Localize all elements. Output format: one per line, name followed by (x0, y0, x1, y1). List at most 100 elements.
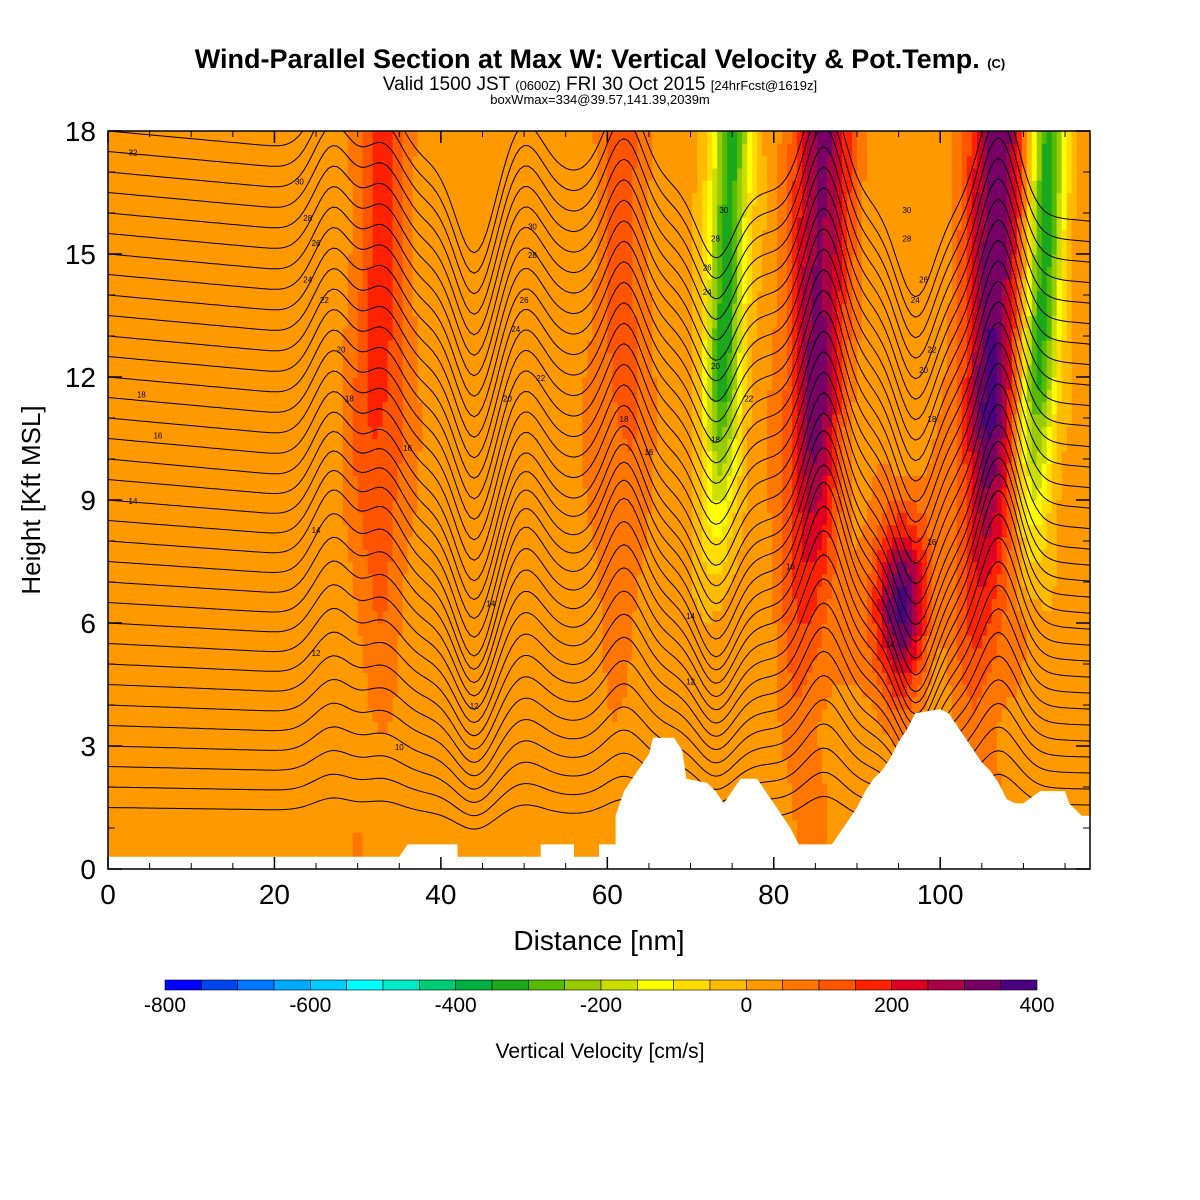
velocity-cell (257, 204, 264, 218)
velocity-cell (257, 450, 264, 464)
velocity-cell (347, 696, 354, 710)
velocity-cell (112, 340, 119, 353)
velocity-cell (377, 758, 384, 772)
velocity-cell (297, 758, 304, 772)
velocity-cell (487, 549, 494, 563)
velocity-cell (227, 290, 234, 304)
velocity-cell (177, 217, 184, 230)
velocity-cell (352, 131, 359, 144)
velocity-cell (407, 672, 414, 686)
velocity-cell (337, 278, 344, 292)
velocity-cell (352, 573, 359, 587)
velocity-cell (282, 635, 289, 649)
velocity-cell (427, 696, 434, 710)
velocity-cell (217, 709, 224, 722)
velocity-cell (167, 438, 174, 452)
velocity-cell (297, 278, 304, 292)
velocity-cell (437, 733, 444, 747)
velocity-cell (132, 524, 139, 538)
velocity-cell (477, 389, 484, 403)
velocity-cell (167, 475, 174, 489)
velocity-cell (292, 758, 299, 772)
velocity-cell (137, 229, 144, 243)
velocity-cell (397, 844, 404, 858)
velocity-cell (522, 807, 529, 821)
velocity-cell (257, 500, 264, 513)
velocity-cell (152, 340, 159, 353)
velocity-cell (392, 217, 399, 230)
velocity-cell (242, 844, 249, 858)
velocity-cell (357, 819, 364, 833)
velocity-cell (127, 844, 134, 858)
velocity-cell (267, 254, 274, 267)
velocity-cell (497, 327, 504, 341)
velocity-cell (287, 389, 294, 403)
velocity-cell (247, 327, 254, 341)
velocity-cell (282, 278, 289, 292)
velocity-cell (507, 438, 514, 452)
velocity-cell (247, 524, 254, 538)
velocity-cell (157, 549, 164, 563)
velocity-cell (127, 536, 134, 550)
velocity-cell (167, 290, 174, 304)
velocity-cell (132, 807, 139, 821)
velocity-cell (247, 131, 254, 144)
velocity-cell (207, 475, 214, 489)
velocity-cell (207, 536, 214, 550)
velocity-cell (282, 709, 289, 722)
velocity-cell (152, 413, 159, 427)
velocity-cell (132, 659, 139, 673)
velocity-cell (417, 635, 424, 649)
velocity-cell (327, 536, 334, 550)
velocity-cell (482, 672, 489, 686)
velocity-cell (332, 278, 339, 292)
velocity-cell (517, 758, 524, 772)
velocity-cell (252, 635, 259, 649)
velocity-cell (402, 610, 409, 624)
velocity-cell (517, 586, 524, 599)
velocity-cell (397, 598, 404, 612)
velocity-cell (472, 549, 479, 563)
velocity-cell (427, 807, 434, 821)
velocity-cell (252, 536, 259, 550)
velocity-cell (142, 782, 149, 796)
velocity-cell (372, 426, 379, 440)
velocity-cell (222, 487, 229, 501)
velocity-cell (357, 635, 364, 649)
velocity-cell (472, 278, 479, 292)
velocity-cell (237, 844, 244, 858)
velocity-cell (312, 450, 319, 464)
velocity-cell (407, 758, 414, 772)
velocity-cell (262, 819, 269, 833)
velocity-cell (232, 561, 239, 575)
velocity-cell (277, 709, 284, 722)
velocity-cell (507, 832, 514, 845)
velocity-cell (282, 340, 289, 353)
velocity-cell (327, 315, 334, 329)
velocity-cell (327, 401, 334, 415)
velocity-cell (237, 401, 244, 415)
velocity-cell (247, 758, 254, 772)
velocity-cell (462, 475, 469, 489)
velocity-cell (112, 758, 119, 772)
velocity-cell (232, 758, 239, 772)
velocity-cell (152, 438, 159, 452)
velocity-cell (447, 389, 454, 403)
velocity-cell (187, 709, 194, 722)
velocity-cell (342, 610, 349, 624)
velocity-cell (352, 647, 359, 661)
velocity-cell (402, 315, 409, 329)
velocity-cell (327, 758, 334, 772)
velocity-cell (337, 377, 344, 390)
velocity-cell (152, 155, 159, 169)
velocity-cell (507, 352, 514, 366)
velocity-cell (487, 844, 494, 858)
velocity-cell (237, 586, 244, 599)
velocity-cell (347, 426, 354, 440)
velocity-cell (372, 463, 379, 476)
velocity-cell (207, 389, 214, 403)
velocity-cell (162, 672, 169, 686)
velocity-cell (362, 426, 369, 440)
velocity-cell (187, 770, 194, 784)
velocity-cell (372, 746, 379, 759)
